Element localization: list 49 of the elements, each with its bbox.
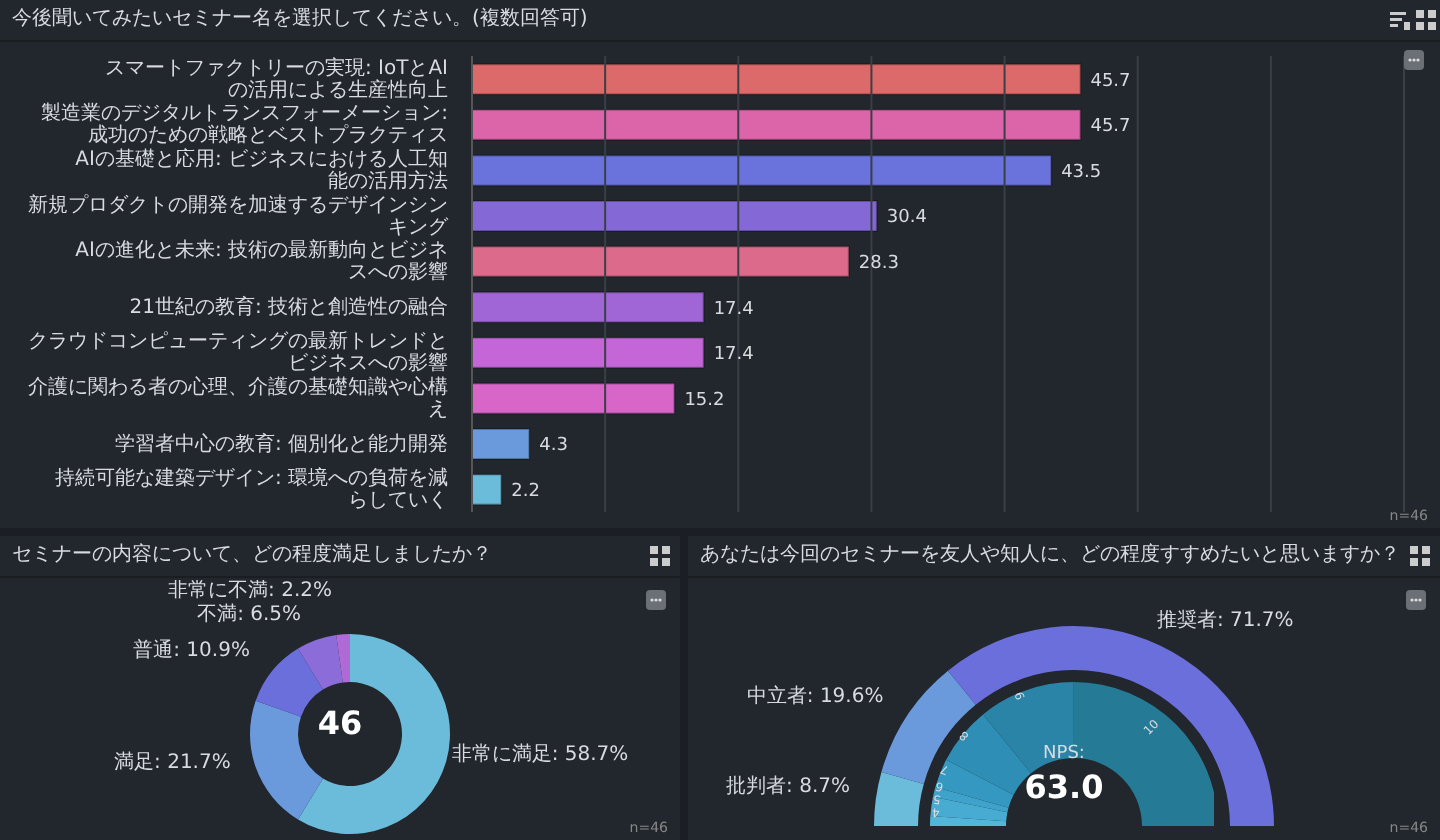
donut-slice — [255, 648, 323, 717]
text: 46 — [315, 704, 365, 742]
bar — [472, 382, 676, 415]
data-label: 15.2 — [684, 390, 725, 411]
bar — [472, 63, 1082, 96]
bar — [472, 291, 705, 324]
donut-slice — [250, 700, 323, 820]
bar — [472, 428, 531, 461]
data-label: 28.3 — [858, 254, 899, 274]
data-label: 2.2 — [511, 482, 540, 502]
bar — [472, 245, 850, 278]
slice-label: 非常に不満: 2.2% — [168, 577, 332, 602]
text: 今後聞いてみたいセミナー名を選択してください。(複数回答可) — [0, 0, 1440, 42]
slice-label: 批判者: 8.7% — [726, 773, 851, 798]
donut-slice — [298, 634, 450, 834]
y-tick-label: スマートファクトリーの実現: IoTとAIの活用による生産性向上 — [104, 54, 448, 101]
y-tick-label: 新規プロダクトの開発を加速するデザインシンキング — [28, 191, 450, 238]
slice-label: 中立者: 19.6% — [746, 684, 884, 709]
y-tick-label: 学習者中心の教育: 個別化と能力開発 — [114, 430, 448, 455]
text: 63.0 — [1022, 768, 1106, 806]
slice-label: 非常に満足: 58.7% — [451, 742, 629, 767]
donut-slice — [298, 634, 343, 690]
data-label: 45.7 — [1090, 71, 1131, 92]
slice-label: 普通: 10.9% — [133, 637, 250, 662]
data-label: 17.4 — [713, 299, 755, 320]
slice-label: 不満: 6.5% — [197, 601, 302, 626]
data-label: 17.4 — [713, 345, 755, 366]
chart-title: セミナーの内容について、どの程度満足しましたか？ — [0, 536, 680, 578]
bar — [472, 154, 1053, 187]
y-tick-label: AIの基礎と応用: ビジネスにおける人工知能の活用方法 — [75, 146, 448, 192]
slice-label: 満足: 21.7% — [114, 749, 231, 774]
y-tick-label: クラウドコンピューティングの最新トレンドとビジネスへの影響 — [28, 328, 448, 375]
y-tick-label: AIの進化と未来: 技術の最新動向とビジネスへの影響 — [75, 237, 448, 284]
y-tick-label: 持続可能な建築デザイン: 環境への負荷を減らしていく — [54, 465, 448, 512]
chart-title: あなたは今回のセミナーを友人や知人に、どの程度すすめたいと思いますか？ — [688, 536, 1440, 578]
bar — [472, 108, 1082, 141]
y-tick-label: 製造業のデジタルトランスフォーメーション: 成功のための戦略とベストプラクティス — [41, 100, 448, 147]
donut-slice — [336, 634, 350, 683]
data-label: 43.5 — [1061, 162, 1102, 183]
data-label: 30.4 — [886, 208, 928, 229]
data-label: 4.3 — [539, 436, 568, 457]
bar — [472, 200, 878, 233]
bar — [472, 473, 503, 506]
data-label: 45.7 — [1090, 117, 1131, 138]
bar — [472, 336, 705, 369]
slice-label: 推奨者: 71.7% — [1156, 607, 1294, 632]
text: NPS: — [1041, 744, 1087, 764]
y-tick-label: 21世紀の教育: 技術と創造性の融合 — [129, 293, 448, 318]
y-tick-label: 介護に関わる者の心理、介護の基礎知識や心構え — [28, 374, 448, 420]
